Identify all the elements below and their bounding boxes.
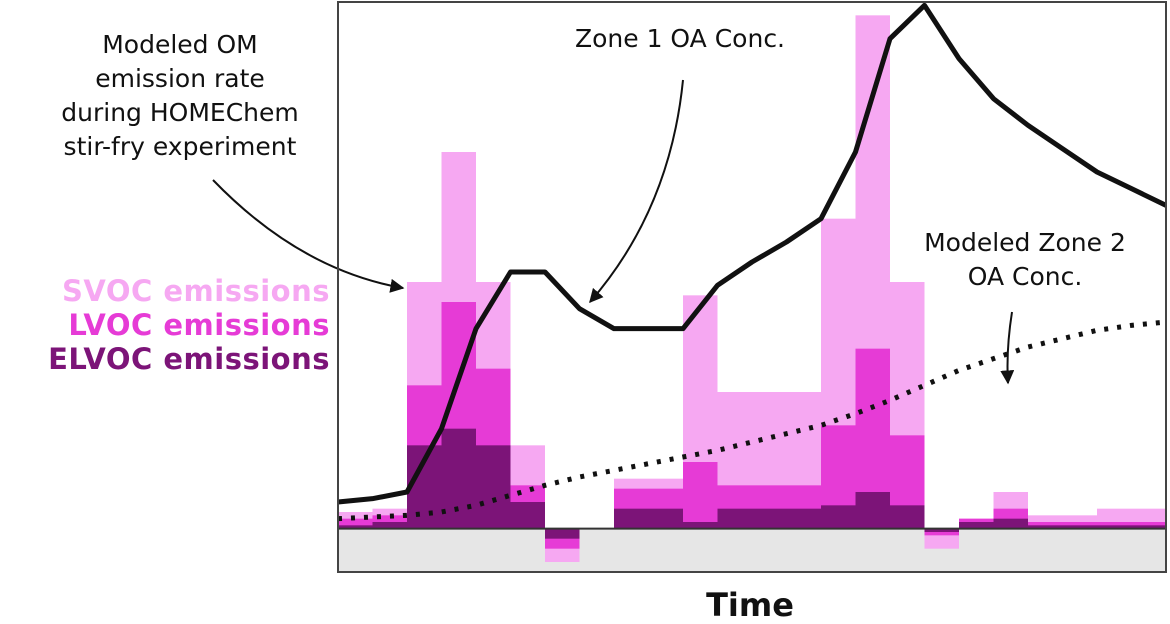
legend-svoc: SVOC emissions [62, 274, 330, 308]
annotation-om-emission: Modeled OM emission rate during HOMEChem… [30, 28, 330, 164]
annotation-zone2-arrow [1000, 311, 1015, 385]
annotation-zone1: Zone 1 OA Conc. [530, 22, 830, 56]
elvoc-bar-12 [855, 492, 890, 529]
elvoc-bar-3 [441, 428, 476, 529]
annotation-zone2-line-2: OA Conc. [967, 262, 1083, 291]
elvoc-bar-6 [545, 528, 580, 539]
annotation-zone1-arrow [589, 79, 684, 304]
annotation-zone2-line-1: Modeled Zone 2 [924, 228, 1126, 257]
bar-group [338, 15, 1166, 562]
elvoc-bar-10 [717, 508, 821, 529]
lvoc-bar-9 [683, 462, 718, 529]
elvoc-bar-15 [959, 522, 994, 529]
elvoc-bar-0 [338, 525, 373, 529]
line-group [337, 2, 1168, 522]
elvoc-bar-14 [924, 528, 959, 532]
zone1-oa-line [337, 2, 1168, 505]
annotation-arrows [212, 79, 1015, 385]
annotation-om-line-2: emission rate [95, 64, 265, 93]
elvoc-bar-9 [683, 522, 718, 529]
elvoc-bar-17 [1028, 525, 1097, 529]
elvoc-bar-5 [510, 502, 545, 529]
annotation-zone1-line-1: Zone 1 OA Conc. [574, 24, 786, 53]
plot-negative-region [338, 528, 1166, 572]
legend-lvoc: LVOC emissions [68, 308, 330, 342]
elvoc-bar-16 [993, 518, 1028, 529]
elvoc-bar-4 [476, 445, 511, 529]
annotation-om-arrow [212, 179, 405, 293]
plot-frame [337, 1, 1167, 573]
x-axis-label: Time [706, 586, 794, 624]
lvoc-bar-0 [338, 518, 373, 529]
elvoc-bar-1 [372, 522, 407, 529]
annotation-om-line-1: Modeled OM [102, 30, 258, 59]
legend-elvoc: ELVOC emissions [48, 342, 330, 376]
elvoc-bar-13 [890, 505, 925, 529]
annotation-om-line-4: stir-fry experiment [63, 132, 297, 161]
elvoc-bar-11 [821, 505, 856, 529]
annotation-zone2: Modeled Zone 2 OA Conc. [880, 226, 1170, 294]
elvoc-bar-8 [614, 508, 683, 529]
annotation-om-line-3: during HOMEChem [61, 98, 299, 127]
elvoc-bar-18 [1097, 525, 1166, 529]
